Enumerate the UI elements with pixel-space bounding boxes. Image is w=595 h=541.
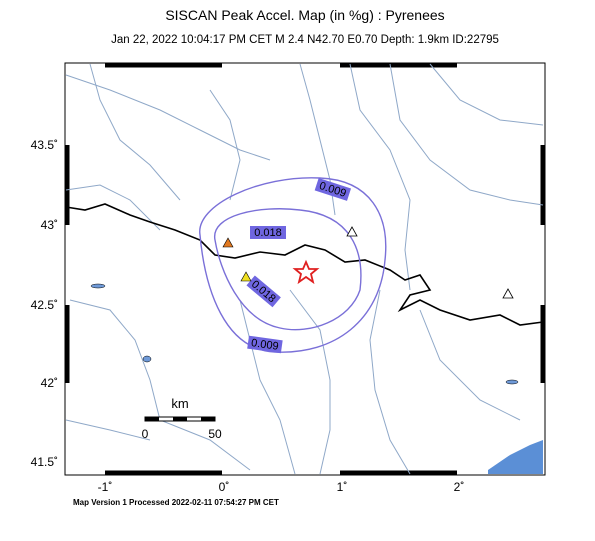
contour-label-box: [247, 335, 283, 354]
river: [289, 289, 331, 475]
epicenter-star: [292, 259, 320, 285]
scale-label: 50: [208, 427, 222, 441]
river: [239, 299, 296, 475]
scale-unit: km: [171, 396, 188, 411]
lat-label: 41.5˚: [31, 455, 58, 469]
scale-bar-segment: [173, 417, 187, 421]
rivers: [65, 63, 544, 475]
river: [69, 299, 251, 471]
contour-label-box: [314, 178, 352, 201]
lat-label: 43˚: [41, 218, 58, 232]
map-subtitle: Jan 22, 2022 10:04:17 PM CET M 2.4 N42.7…: [111, 34, 499, 46]
contour-line: [199, 177, 387, 353]
scale-bar: km 0 50: [142, 396, 222, 441]
frame-border: [64, 62, 546, 476]
sea: [488, 440, 543, 474]
station-triangle: [502, 288, 514, 299]
contour-label-box: [246, 275, 281, 308]
river: [65, 419, 151, 441]
lat-labels: 43.5˚ 43˚ 42.5˚ 42˚ 41.5˚: [31, 138, 58, 469]
lat-label: 42.5˚: [31, 298, 58, 312]
river: [65, 184, 161, 231]
contours: [199, 177, 387, 353]
contour-label-box: [250, 226, 286, 239]
contour-line: [214, 208, 362, 331]
footer-note: Map Version 1 Processed 2022-02-11 07:54…: [73, 498, 279, 507]
river: [419, 309, 521, 421]
contour-labels: 0.009 0.018 0.018 0.009: [246, 178, 352, 354]
river: [65, 74, 271, 161]
river: [389, 63, 544, 206]
lat-label: 43.5˚: [31, 138, 58, 152]
lon-label: 0˚: [219, 480, 230, 494]
lon-label: 1˚: [337, 480, 348, 494]
country-border: [65, 203, 544, 326]
map-frame: [64, 62, 546, 476]
river: [209, 89, 241, 201]
river: [349, 63, 411, 291]
lake: [90, 283, 106, 289]
station-triangle: [222, 237, 234, 248]
scale-bar-segment: [145, 417, 159, 421]
scale-bar-segment: [201, 417, 215, 421]
lake: [505, 379, 519, 385]
station-triangle: [240, 271, 252, 282]
scale-label: 0: [142, 427, 149, 441]
map-title: SISCAN Peak Accel. Map (in %g) : Pyrenee…: [165, 7, 444, 23]
contour-label: 0.018: [254, 227, 282, 239]
river: [89, 63, 181, 201]
river: [369, 289, 411, 475]
station-triangle: [346, 226, 358, 237]
lon-labels: -1˚ 0˚ 1˚ 2˚: [98, 480, 465, 494]
lon-label: -1˚: [98, 480, 113, 494]
lon-label: 2˚: [454, 480, 465, 494]
lake: [142, 355, 152, 363]
river: [429, 63, 544, 126]
lat-label: 42˚: [41, 376, 58, 390]
contour-label: 0.009: [250, 337, 279, 353]
